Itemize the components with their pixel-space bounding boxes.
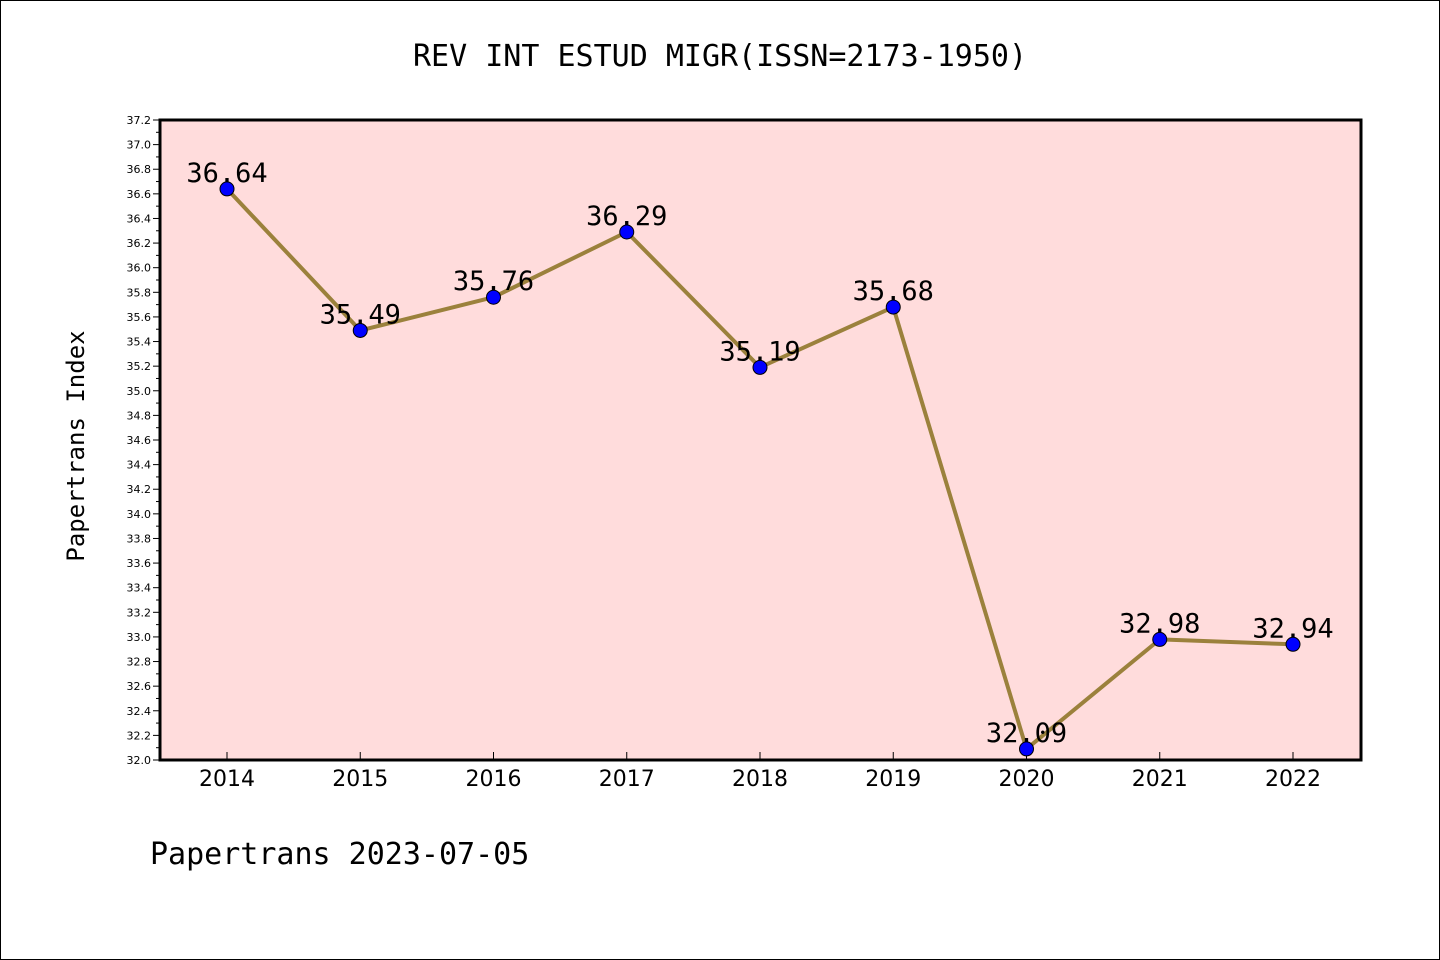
y-tick-label: 36.4 [127, 212, 152, 225]
x-tick-label: 2015 [332, 767, 388, 792]
y-tick-label: 34.0 [127, 508, 152, 521]
x-tick-label: 2014 [199, 767, 255, 792]
y-tick-label: 36.2 [127, 237, 152, 250]
y-tick-label: 33.2 [127, 606, 152, 619]
data-label: 35.76 [453, 266, 534, 297]
y-tick-label: 35.6 [127, 311, 152, 324]
x-tick-label: 2017 [599, 767, 655, 792]
data-label: 35.49 [320, 299, 401, 330]
x-tick-label: 2022 [1265, 767, 1321, 792]
data-label: 32.94 [1252, 613, 1333, 644]
y-tick-label: 33.0 [127, 631, 152, 644]
y-tick-label: 32.8 [127, 656, 152, 669]
y-tick-label: 37.2 [127, 114, 152, 127]
x-tick-label: 2018 [732, 767, 788, 792]
data-point [619, 224, 635, 240]
data-markers [219, 181, 1301, 757]
data-point [1285, 636, 1301, 652]
y-axis-label: Papertrans Index [62, 330, 90, 561]
data-point [885, 299, 901, 315]
data-labels: 36.64 35.49 35.76 36.29 35.19 35.68 32.09 32.98… [186, 158, 1333, 749]
data-point [486, 289, 501, 305]
data-point [352, 322, 368, 338]
data-label: 35.19 [719, 336, 800, 367]
x-tick-label: 2020 [999, 767, 1055, 792]
y-tick-label: 36.8 [127, 163, 152, 176]
y-tick-label: 33.4 [127, 582, 152, 595]
data-point [752, 359, 768, 375]
x-tick-label: 2019 [865, 767, 921, 792]
data-point [219, 181, 235, 197]
y-tick-label: 35.8 [127, 286, 152, 299]
y-tick-label: 35.0 [127, 385, 152, 398]
y-tick-label: 34.4 [127, 459, 152, 472]
y-tick-label: 37.0 [127, 139, 152, 152]
data-label: 35.68 [853, 276, 934, 307]
x-tick-label: 2021 [1132, 767, 1188, 792]
y-tick-label: 34.2 [127, 483, 152, 496]
x-tick-label: 2016 [466, 767, 522, 792]
data-label: 32.98 [1119, 608, 1200, 639]
data-label: 36.64 [186, 158, 267, 189]
y-tick-label: 36.0 [127, 262, 152, 275]
y-tick-label: 35.2 [127, 360, 152, 373]
y-tick-label: 34.6 [127, 434, 152, 447]
y-tick-label: 32.4 [127, 705, 152, 718]
y-tick-label: 36.6 [127, 188, 152, 201]
y-tick-label: 35.4 [127, 336, 152, 349]
data-point [1019, 741, 1034, 757]
y-tick-label: 33.6 [127, 557, 152, 570]
y-tick-label: 32.6 [127, 680, 152, 693]
footer-credit: Papertrans 2023-07-05 [150, 837, 529, 872]
data-label: 32.09 [986, 718, 1067, 749]
y-tick-label: 32.2 [127, 729, 152, 742]
data-label: 36.29 [586, 201, 667, 232]
plot-border [158, 118, 1363, 762]
x-axis-ticks: 2014 2015 2016 2017 2018 2019 2020 2021 2022 [199, 752, 1321, 792]
y-tick-label: 34.8 [127, 409, 152, 422]
y-axis-ticks: 32.0 32.2 32.4 32.6 32.8 33.0 33.2 33.4 33.6 33.8… [127, 114, 160, 767]
y-tick-label: 32.0 [127, 754, 152, 767]
chart-title: REV INT ESTUD MIGR(ISSN=2173-1950) [413, 39, 1027, 74]
plot-area [160, 120, 1361, 760]
y-tick-label: 33.8 [127, 532, 152, 545]
data-point [1152, 631, 1168, 647]
